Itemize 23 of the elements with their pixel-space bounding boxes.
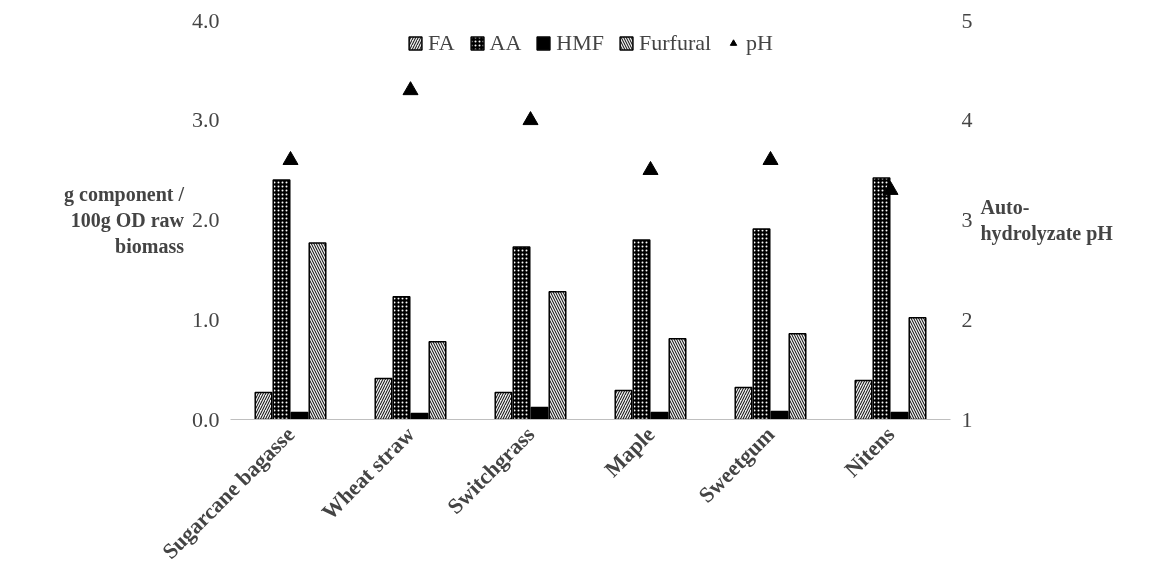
y-axis-title: g component / 100g OD raw biomass [64,182,185,258]
y-tick-label: 2.0 [192,207,220,232]
legend-label: pH [746,30,773,56]
y2-tick-label: 5 [961,7,973,33]
y2-axis-title: Auto-hydrolyzate pH [980,195,1114,246]
y2-tick-label: 1 [961,406,973,432]
point [882,180,899,195]
y-tick-label: 0.0 [192,406,220,432]
legend-label: FA [428,30,455,56]
y-tick-label: 3.0 [192,107,220,133]
point [282,150,299,165]
point [522,111,539,126]
point [762,150,779,165]
y2-tick-label: 2 [961,306,973,332]
legend-label: AA [489,30,522,56]
y-tick-label: 1.0 [192,306,220,332]
legend-label: HMF [556,30,604,56]
y2-tick-label: 3 [961,207,973,232]
point [642,160,659,175]
y2-tick-label: 4 [961,107,973,133]
point [402,81,419,96]
legend-label: Furfural [638,30,712,56]
y-tick-label: 4.0 [192,7,220,33]
